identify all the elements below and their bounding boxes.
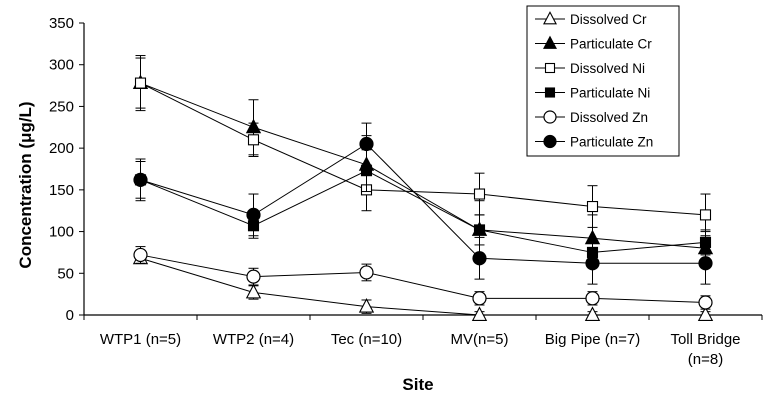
data-point [698, 256, 713, 271]
legend-label: Particulate Zn [570, 135, 653, 150]
series-line [140, 82, 706, 216]
data-point [471, 306, 488, 321]
legend: Dissolved Cr Particulate Cr Dissolved Ni Pa… [526, 5, 680, 157]
data-point [245, 283, 262, 299]
x-ticks: WTP1 (n=5) WTP2 (n=4) Tec (n=10) MV(n=5) Big… [83, 315, 763, 368]
series-3 [134, 149, 712, 266]
data-point [359, 265, 374, 280]
legend-marker [543, 110, 557, 124]
legend-box [526, 5, 680, 157]
legend-item: Particulate Cr [535, 35, 652, 52]
x-tick-label: MV(n=5) [451, 331, 509, 348]
data-point [584, 306, 601, 321]
y-tick-label: 350 [49, 15, 74, 32]
data-point [697, 306, 714, 321]
y-ticks: 0 50 100 150 200 250 300 350 [49, 15, 84, 324]
y-tick-label: 250 [49, 98, 74, 115]
data-point [358, 298, 375, 313]
legend-label: Particulate Ni [570, 86, 650, 101]
data-point [472, 251, 487, 266]
data-point [246, 207, 261, 222]
legend-item: Dissolved Cr [535, 11, 647, 27]
data-point [585, 291, 600, 306]
y-tick-label: 100 [49, 224, 74, 241]
data-point [133, 172, 148, 187]
legend-item: Particulate Ni [535, 86, 650, 101]
data-point [473, 224, 486, 236]
x-tick-label: WTP2 (n=4) [213, 331, 294, 348]
legend-marker [544, 87, 556, 98]
data-point [585, 256, 600, 271]
legend-label: Dissolved Cr [570, 12, 647, 27]
x-tick-label: Big Pipe (n=7) [545, 331, 640, 348]
y-tick-label: 50 [57, 265, 74, 282]
legend-marker [544, 62, 556, 74]
legend-label: Dissolved Ni [570, 61, 645, 76]
legend-item: Dissolved Zn [535, 110, 648, 125]
data-point [359, 136, 374, 152]
x-tick-label: (n=8) [688, 351, 723, 368]
data-point [473, 188, 486, 200]
y-axis-title: Concentration (μg/L) [16, 101, 35, 268]
x-axis-title: Site [402, 375, 433, 394]
legend-marker [543, 11, 557, 25]
data-point [246, 269, 261, 284]
data-point [247, 134, 260, 146]
data-point [133, 247, 148, 263]
x-tick-label: WTP1 (n=5) [100, 331, 181, 348]
series-line [140, 143, 706, 264]
legend-label: Dissolved Zn [570, 110, 648, 125]
legend-item: Dissolved Ni [535, 61, 645, 76]
series-4 [133, 246, 713, 310]
series-line [140, 254, 706, 303]
y-tick-label: 150 [49, 182, 74, 199]
data-point [360, 165, 373, 177]
legend-item: Particulate Zn [535, 135, 653, 150]
data-point [472, 291, 487, 306]
data-point [699, 209, 712, 221]
series-line [140, 257, 706, 316]
series-layer [132, 55, 714, 321]
y-tick-label: 200 [49, 140, 74, 157]
series-line [140, 170, 706, 253]
legend-marker [543, 35, 557, 49]
legend-marker [543, 134, 557, 149]
x-tick-label: Toll Bridge [670, 331, 740, 348]
series-line [140, 82, 706, 249]
x-tick-label: Tec (n=10) [331, 331, 402, 348]
series-5 [133, 122, 713, 285]
y-tick-label: 0 [66, 307, 74, 324]
data-point [586, 200, 599, 213]
legend-label: Particulate Cr [570, 37, 652, 52]
y-tick-label: 300 [49, 57, 74, 74]
data-point [134, 77, 147, 89]
data-point [698, 295, 713, 310]
